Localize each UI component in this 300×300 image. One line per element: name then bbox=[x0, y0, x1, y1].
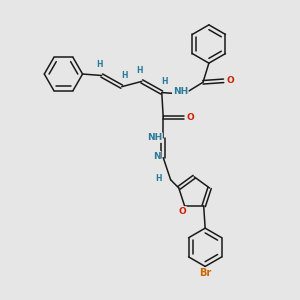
Text: NH: NH bbox=[147, 133, 162, 142]
Text: H: H bbox=[121, 71, 127, 80]
Text: N: N bbox=[153, 152, 160, 161]
Text: O: O bbox=[226, 76, 234, 85]
Text: O: O bbox=[187, 113, 194, 122]
Text: H: H bbox=[96, 60, 103, 69]
Text: O: O bbox=[178, 207, 186, 216]
Text: NH: NH bbox=[173, 87, 188, 96]
Text: Br: Br bbox=[199, 268, 211, 278]
Text: H: H bbox=[155, 174, 161, 183]
Text: H: H bbox=[136, 66, 143, 75]
Text: H: H bbox=[161, 77, 167, 86]
